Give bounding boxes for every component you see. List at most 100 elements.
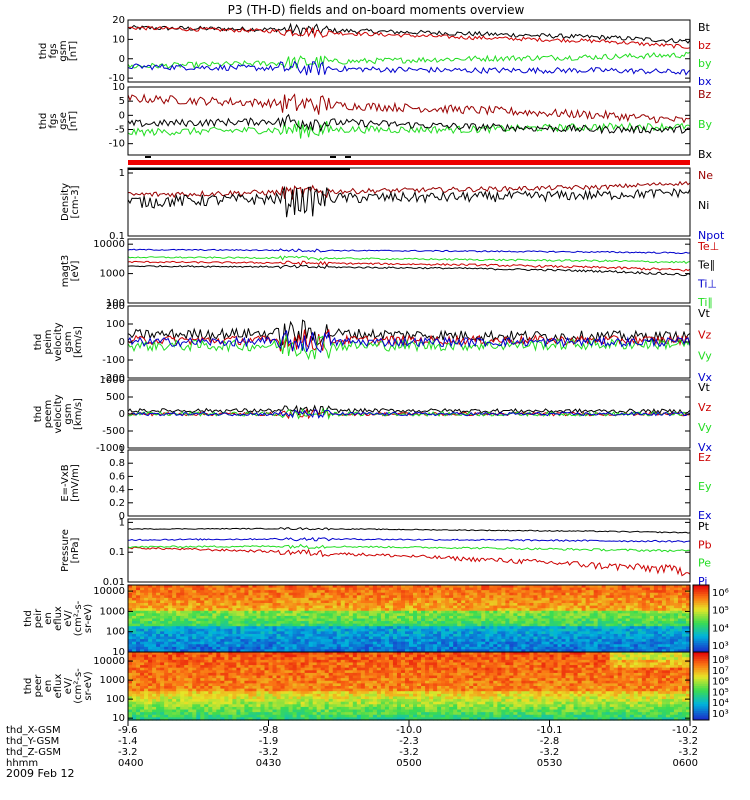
spectrogram-cell	[168, 641, 173, 645]
spectrogram-cell	[649, 649, 655, 653]
spectrogram-cell	[300, 636, 306, 640]
spectrogram-cell	[308, 659, 314, 664]
spectrogram-cell	[260, 592, 266, 596]
spectrogram-cell	[409, 595, 414, 599]
spectrogram-cell	[525, 597, 531, 602]
spectrogram-cell	[433, 667, 438, 671]
spectrogram-cell	[312, 605, 318, 609]
spectrogram-cell	[433, 621, 438, 625]
spectrogram-cell	[300, 615, 306, 620]
spectrogram-cell	[272, 639, 278, 643]
spectrogram-cell	[296, 626, 302, 630]
spectrogram-cell	[669, 659, 675, 664]
spectrogram-cell	[633, 659, 639, 664]
spectrogram-cell	[477, 667, 482, 671]
spectrogram-cell	[497, 667, 502, 671]
spectrogram-cell	[188, 646, 193, 651]
spectrogram-cell	[300, 646, 306, 651]
spectrogram-cell	[380, 595, 386, 599]
spectrogram-cell	[549, 657, 555, 661]
spectrogram-cell	[140, 621, 145, 625]
spectrogram-cell	[404, 597, 410, 602]
spectrogram-cell	[132, 600, 137, 604]
spectrogram-cell	[645, 665, 651, 669]
spectrogram-cell	[661, 621, 667, 625]
spectrogram-cell	[272, 603, 278, 607]
spectrogram-cell	[404, 657, 410, 661]
spectrogram-cell	[148, 592, 153, 596]
spectrogram-cell	[336, 652, 342, 656]
spectrogram-cell	[164, 603, 169, 607]
spectrogram-cell	[665, 585, 671, 589]
spectrogram-cell	[240, 667, 246, 671]
spectrogram-cell	[372, 636, 378, 640]
spectrogram-cell	[144, 636, 149, 640]
spectrogram-cell	[372, 628, 378, 632]
spectrogram-cell	[537, 644, 543, 648]
spectrogram-cell	[184, 613, 189, 617]
spectrogram-cell	[400, 603, 406, 607]
spectrogram-cell	[549, 644, 555, 648]
spectrogram-cell	[144, 626, 149, 630]
spectrogram-cell	[561, 646, 567, 651]
spectrogram-cell	[248, 646, 254, 651]
spectrogram-cell	[625, 626, 631, 630]
spectrogram-cell	[308, 623, 314, 627]
spectrogram-cell	[529, 662, 535, 666]
y-label-line: eV/	[63, 610, 74, 627]
spectrogram-cell	[148, 610, 153, 614]
spectrogram-cell	[529, 585, 535, 589]
spectrogram-cell	[252, 626, 258, 630]
spectrogram-cell	[509, 631, 514, 635]
spectrogram-cell	[136, 665, 141, 669]
spectrogram-cell	[521, 662, 527, 666]
spectrogram-cell	[332, 626, 338, 630]
spectrogram-cell	[553, 654, 559, 658]
spectrogram-cell	[625, 631, 631, 635]
spectrogram-cell	[384, 644, 390, 648]
spectrogram-cell	[288, 670, 294, 674]
spectrogram-cell	[557, 590, 563, 594]
spectrogram-cell	[453, 641, 458, 645]
spectrogram-cell	[529, 600, 535, 604]
spectrogram-cell	[457, 670, 462, 674]
spectrogram-cell	[469, 621, 474, 625]
spectrogram-cell	[581, 605, 587, 609]
spectrogram-cell	[413, 654, 418, 658]
spectrogram-cell	[461, 641, 466, 645]
spectrogram-cell	[232, 657, 237, 661]
spectrogram-cell	[212, 590, 217, 594]
spectrogram-cell	[308, 587, 314, 591]
spectrogram-cell	[453, 623, 458, 627]
colorbar-cell	[693, 649, 709, 653]
spectrogram-cell	[617, 608, 623, 612]
spectrogram-cell	[228, 605, 233, 609]
spectrogram-cell	[280, 665, 286, 669]
spectrogram-cell	[156, 597, 161, 602]
spectrogram-cell	[300, 587, 306, 591]
spectrogram-cell	[244, 649, 250, 653]
spectrogram-cell	[465, 613, 470, 617]
spectrogram-cell	[280, 603, 286, 607]
spectrogram-cell	[577, 605, 583, 609]
spectrogram-cell	[681, 613, 687, 617]
spectrogram-cell	[156, 646, 161, 651]
spectrogram-cell	[585, 631, 591, 635]
spectrogram-cell	[344, 646, 350, 651]
spectrogram-cell	[320, 595, 326, 599]
spectrogram-cell	[593, 636, 599, 640]
spectrogram-cell	[244, 631, 250, 635]
spectrogram-cell	[445, 662, 450, 666]
spectrogram-cell	[473, 613, 478, 617]
spectrogram-cell	[501, 639, 506, 643]
spectrogram-cell	[144, 631, 149, 635]
spectrogram-cell	[220, 613, 225, 617]
spectrogram-cell	[364, 585, 370, 589]
spectrogram-cell	[653, 615, 659, 620]
spectrogram-cell	[152, 590, 157, 594]
spectrogram-cell	[212, 633, 217, 638]
spectrogram-cell	[164, 649, 169, 653]
spectrogram-cell	[340, 590, 346, 594]
panel-frame	[127, 518, 691, 583]
spectrogram-cell	[521, 657, 527, 661]
